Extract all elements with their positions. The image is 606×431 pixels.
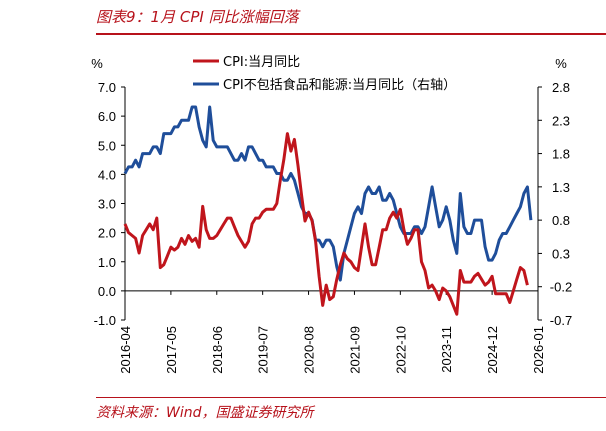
source-divider bbox=[96, 397, 606, 398]
x-tick-label: 2016-04 bbox=[118, 326, 133, 374]
left-tick-label: 4.0 bbox=[98, 167, 116, 182]
left-tick-label: 3.0 bbox=[98, 197, 116, 212]
x-tick-label: 2023-11 bbox=[439, 326, 454, 373]
left-tick-label: 5.0 bbox=[98, 138, 116, 153]
right-tick-label: 1.8 bbox=[552, 147, 570, 162]
series-cpi-line bbox=[123, 132, 529, 316]
x-tick-label: 2018-06 bbox=[210, 326, 225, 374]
right-tick-label: -0.7 bbox=[550, 313, 572, 328]
title-divider bbox=[96, 33, 606, 35]
left-tick-label: 6.0 bbox=[98, 109, 116, 124]
left-axis-ticks: 7.0 6.0 5.0 4.0 3.0 2.0 1.0 0.0 -1.0 bbox=[94, 80, 125, 328]
source-note: 资料来源：Wind，国盛证券研究所 bbox=[96, 405, 314, 421]
right-tick-label: 0.8 bbox=[552, 213, 570, 228]
left-tick-label: 1.0 bbox=[98, 255, 116, 270]
x-tick-label: 2022-10 bbox=[393, 326, 408, 374]
figure-title: 图表9：1月 CPI 同比涨幅回落 bbox=[96, 8, 299, 26]
left-tick-label: 7.0 bbox=[98, 80, 116, 95]
x-tick-label: 2017-05 bbox=[164, 326, 179, 374]
x-tick-label: 2020-08 bbox=[302, 326, 317, 374]
x-tick-label: 2021-09 bbox=[347, 326, 362, 374]
right-tick-label: -0.2 bbox=[550, 280, 572, 295]
series-core-cpi-line bbox=[123, 105, 533, 282]
line-chart: 7.0 6.0 5.0 4.0 3.0 2.0 1.0 0.0 -1.0 2.8 2.3 1.8 1.… bbox=[91, 55, 572, 374]
x-tick-label: 2024-12 bbox=[485, 326, 500, 374]
right-axis-ticks: 2.8 2.3 1.8 1.3 0.8 0.3 -0.2 -0.7 bbox=[538, 80, 572, 328]
left-axis-unit: % bbox=[91, 56, 103, 71]
legend-label-cpi: CPI:当月同比 bbox=[223, 55, 300, 70]
legend-label-core-cpi: CPI不包括食品和能源:当月同比（右轴） bbox=[223, 77, 456, 93]
right-tick-label: 1.3 bbox=[552, 180, 570, 195]
x-tick-label: 2019-07 bbox=[256, 326, 271, 374]
left-tick-label: 0.0 bbox=[98, 284, 116, 299]
x-axis-ticks: 2016-04 2017-05 2018-06 2019-07 2020-08 2021-… bbox=[118, 290, 546, 374]
right-tick-label: 2.8 bbox=[552, 80, 570, 95]
right-tick-label: 0.3 bbox=[552, 246, 570, 261]
left-tick-label: 2.0 bbox=[98, 226, 116, 241]
x-tick-label: 2026-01 bbox=[531, 326, 546, 374]
left-tick-label: -1.0 bbox=[94, 313, 116, 328]
legend: CPI:当月同比 CPI不包括食品和能源:当月同比（右轴） bbox=[193, 55, 456, 93]
right-tick-label: 2.3 bbox=[552, 113, 570, 128]
right-axis-unit: % bbox=[555, 56, 567, 71]
